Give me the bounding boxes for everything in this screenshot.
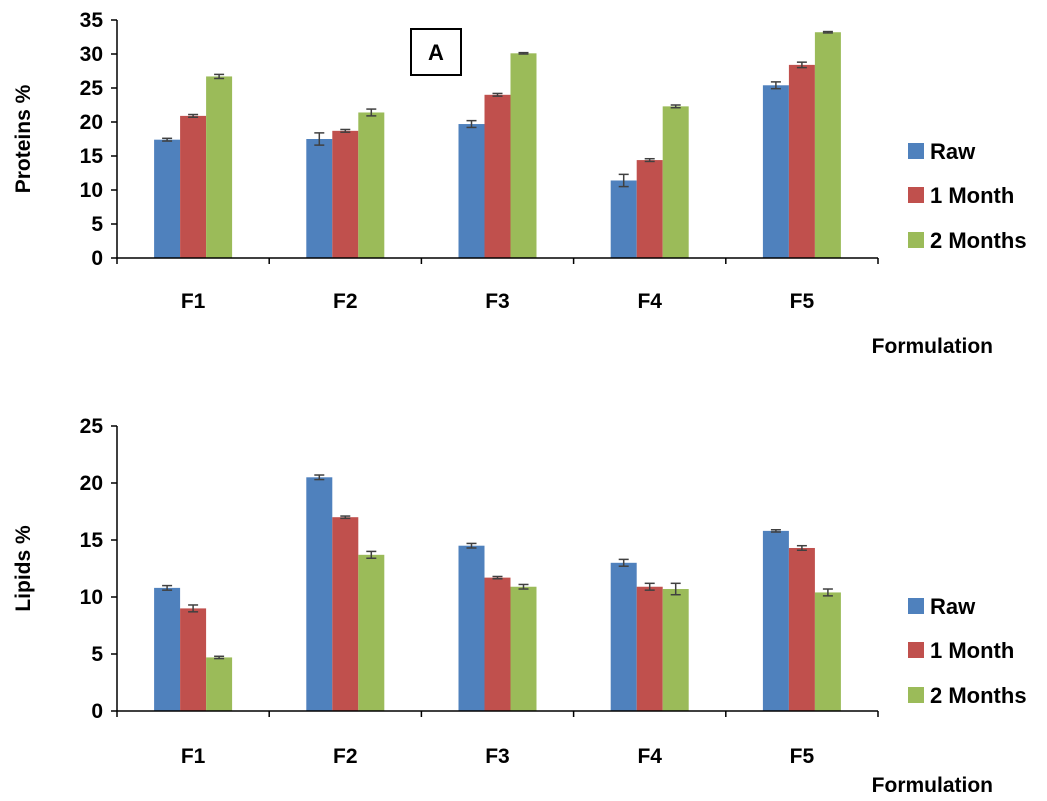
bar-1-month-f5	[788, 547, 815, 711]
bar-2-months-f5	[814, 32, 841, 258]
y-tick-label: 5	[91, 213, 103, 236]
y-tick-label: 5	[91, 643, 103, 666]
bar-2-months-f1	[206, 76, 233, 258]
chart-1: 0 5 10 15 20 25 30 35 F1 F2 F3 F4 F5 Formulation Prote…	[12, 9, 1027, 358]
bar-raw-f3	[458, 124, 485, 258]
y-axis-label: Lipids %	[12, 525, 35, 612]
bar-1-month-f2	[332, 130, 359, 258]
bar-raw-f1	[154, 139, 181, 258]
panel-label-box	[410, 28, 462, 76]
legend: Raw 1 Month 2 Months	[908, 139, 1027, 253]
legend-label: 2 Months	[930, 683, 1027, 708]
x-tick-label: F4	[637, 745, 662, 768]
bar-raw-f3	[458, 545, 485, 711]
x-tick-label: F4	[637, 290, 662, 313]
y-tick-label: 0	[91, 700, 103, 723]
y-tick-label: 25	[80, 77, 104, 100]
legend-swatch	[908, 232, 924, 248]
x-tick-label: F1	[181, 745, 206, 768]
legend-label: Raw	[930, 139, 976, 164]
y-tick-label: 0	[91, 247, 103, 270]
y-axis-label: Proteins %	[12, 84, 35, 193]
y-tick-label: 20	[80, 111, 103, 134]
y-tick-label: 35	[80, 9, 104, 32]
bar-1-month-f2	[332, 517, 359, 711]
bar-raw-f5	[762, 530, 789, 711]
x-tick-label: F2	[333, 290, 358, 313]
bar-2-months-f1	[206, 657, 233, 711]
bar-raw-f2	[306, 477, 333, 711]
legend-swatch	[908, 143, 924, 159]
y-tick-label: 20	[80, 472, 103, 495]
x-tick-label: F2	[333, 745, 358, 768]
legend-label: Raw	[930, 594, 976, 619]
bar-1-month-f4	[636, 160, 663, 258]
x-tick-label: F1	[181, 290, 206, 313]
bar-2-months-f2	[358, 554, 385, 711]
x-tick-label: F3	[485, 745, 510, 768]
y-tick-label: 10	[80, 179, 103, 202]
bar-1-month-f1	[180, 115, 207, 258]
bar-raw-f2	[306, 139, 333, 258]
bar-2-months-f3	[510, 586, 537, 711]
legend-label: 1 Month	[930, 638, 1014, 663]
y-tick-label: 25	[80, 415, 104, 438]
bar-1-month-f4	[636, 586, 663, 711]
legend: Raw 1 Month 2 Months	[908, 594, 1027, 708]
panel-label: A	[428, 40, 444, 65]
y-tick-label: 30	[80, 43, 103, 66]
x-axis-label: Formulation	[872, 774, 993, 797]
legend-swatch	[908, 187, 924, 203]
legend-swatch	[908, 642, 924, 658]
y-tick-label: 15	[80, 145, 104, 168]
y-tick-label: 15	[80, 529, 104, 552]
bar-1-month-f3	[484, 94, 511, 258]
x-tick-label: F5	[790, 745, 815, 768]
bar-1-month-f1	[180, 608, 207, 711]
legend-label: 1 Month	[930, 183, 1014, 208]
x-tick-label: F5	[790, 290, 815, 313]
bar-2-months-f4	[662, 106, 689, 258]
bar-raw-f1	[154, 587, 181, 711]
legend-label: 2 Months	[930, 228, 1027, 253]
bar-1-month-f3	[484, 577, 511, 711]
bar-2-months-f3	[510, 53, 537, 258]
legend-swatch	[908, 687, 924, 703]
bar-2-months-f4	[662, 589, 689, 711]
legend-swatch	[908, 598, 924, 614]
bar-raw-f4	[610, 562, 637, 711]
chart-2: 0 5 10 15 20 25 F1 F2 F3 F4 F5 Formulation Lipids % R…	[12, 415, 1027, 797]
bar-1-month-f5	[788, 64, 815, 258]
bar-2-months-f5	[814, 592, 841, 711]
bar-raw-f5	[762, 85, 789, 258]
x-axis-label: Formulation	[872, 335, 993, 358]
bar-2-months-f2	[358, 112, 385, 258]
x-tick-label: F3	[485, 290, 510, 313]
y-tick-label: 10	[80, 586, 103, 609]
bar-raw-f4	[610, 180, 637, 258]
